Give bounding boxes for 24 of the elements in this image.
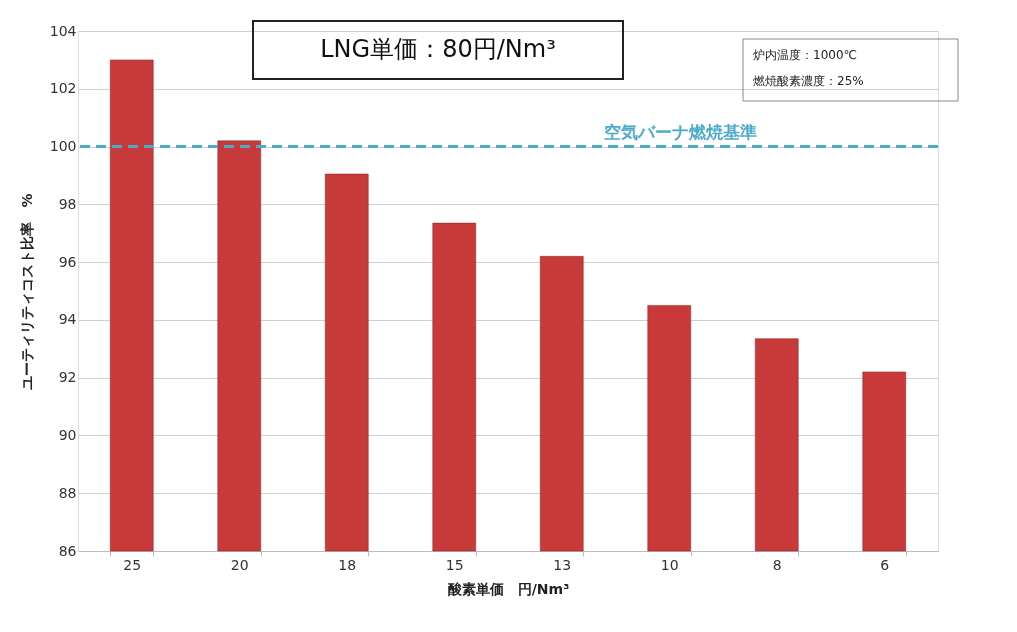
ref-line-label: 空気バーナ燃焼基準	[603, 121, 757, 142]
y-tick-label: 92	[58, 369, 77, 386]
x-axis-title: 酸素単価 円/Nm³	[447, 580, 570, 597]
y-tick-label: 98	[58, 195, 77, 212]
y-tick-label: 94	[58, 311, 77, 328]
x-tick-label: 18	[338, 556, 357, 573]
annotation: 炉内温度：1000℃	[753, 48, 858, 62]
y-tick-label: 102	[49, 80, 77, 97]
y-axis-title: ユーティリティコスト比率 %	[18, 193, 35, 390]
y-tick-label: 90	[58, 426, 77, 443]
annotation: 燃焼酸素濃度：25%	[753, 74, 864, 88]
y-tick-label: 86	[58, 542, 77, 559]
y-tick-label: 104	[49, 22, 77, 39]
x-tick-label: 13	[553, 556, 572, 573]
x-tick-label: 6	[880, 556, 890, 573]
x-tick-label: 25	[123, 556, 142, 573]
chart-title: LNG単価：80円/Nm³	[320, 35, 556, 63]
y-tick-label: 88	[58, 484, 77, 501]
y-tick-label: 96	[58, 253, 77, 270]
x-tick-label: 8	[772, 556, 782, 573]
y-tick-label: 100	[49, 138, 77, 155]
x-tick-label: 15	[445, 556, 464, 573]
x-tick-label: 10	[660, 556, 679, 573]
x-tick-label: 20	[230, 556, 249, 573]
